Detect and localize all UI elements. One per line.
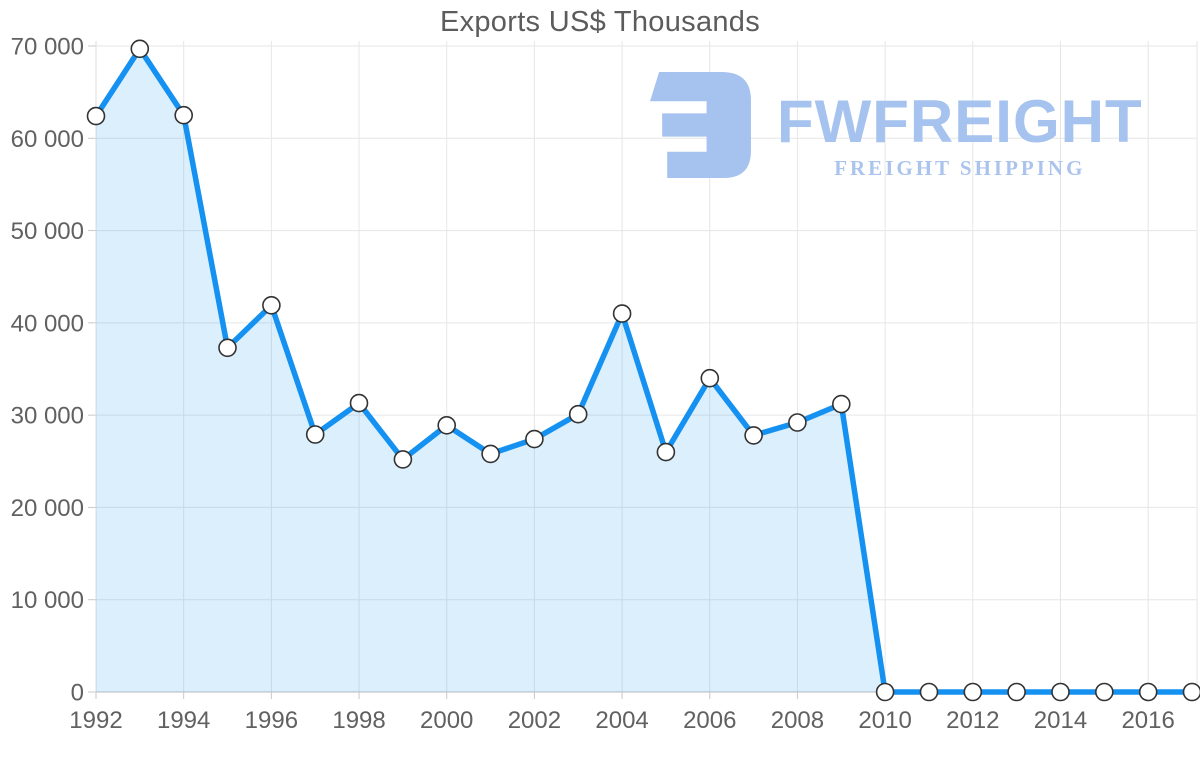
data-point-1996 [262, 295, 281, 315]
data-point-1992 [86, 106, 106, 126]
data-point-2004 [612, 304, 632, 323]
series-area-fill [96, 48, 1192, 693]
data-point-1997 [305, 425, 325, 444]
data-point-1998 [349, 393, 369, 413]
data-point-2000 [437, 415, 457, 435]
data-point-2014 [1051, 682, 1070, 702]
data-point-2017 [1182, 682, 1200, 702]
y-axis-label: 30 000 [11, 403, 84, 430]
y-axis-label: 70 000 [11, 34, 84, 61]
data-point-2011 [919, 682, 939, 702]
fwfreight-logo-icon [650, 72, 751, 178]
y-axis-label: 0 [71, 680, 84, 707]
data-point-2013 [1007, 682, 1026, 702]
logo-tagline-text: FREIGHT SHIPPING [834, 156, 1086, 180]
x-axis-label: 2000 [420, 707, 473, 734]
x-axis-label: 2014 [1034, 707, 1087, 734]
data-point-2009 [831, 394, 851, 414]
data-point-1993 [130, 39, 150, 59]
data-point-1995 [218, 338, 237, 358]
data-point-2016 [1138, 682, 1158, 702]
y-axis-label: 50 000 [11, 218, 84, 245]
data-point-1994 [174, 105, 193, 125]
data-point-2006 [700, 368, 720, 388]
x-axis-label: 2010 [858, 707, 911, 734]
x-axis-label: 2008 [771, 707, 824, 734]
logo-text-block: FWFREIGHT FREIGHT SHIPPING [777, 70, 1143, 181]
data-point-2003 [568, 404, 588, 424]
data-point-2008 [788, 413, 807, 432]
logo-brand-text: FWFREIGHT [777, 88, 1143, 155]
x-axis-label: 2016 [1121, 707, 1174, 734]
y-axis-label: 20 000 [11, 495, 84, 522]
data-point-2007 [744, 426, 763, 445]
data-point-2010 [875, 682, 895, 702]
x-axis-label: 1996 [245, 707, 298, 734]
fwfreight-watermark: FWFREIGHT FREIGHT SHIPPING [647, 70, 1143, 181]
data-point-2002 [525, 429, 544, 449]
chart-title: Exports US$ Thousands [439, 6, 761, 38]
data-point-2015 [1095, 682, 1114, 702]
data-point-2012 [963, 682, 983, 702]
data-point-2005 [656, 442, 676, 462]
x-axis-label: 1992 [69, 707, 122, 734]
x-axis-label: 2002 [508, 707, 561, 734]
y-axis-label: 40 000 [11, 310, 84, 337]
x-axis-label: 1994 [157, 707, 210, 734]
logo-glyph [650, 72, 751, 178]
x-axis-label: 2012 [946, 707, 999, 734]
x-axis-label: 2006 [683, 707, 736, 734]
x-axis-label: 2004 [595, 707, 648, 734]
data-point-2001 [481, 444, 500, 464]
data-point-1999 [393, 450, 413, 469]
y-axis-label: 60 000 [11, 126, 84, 153]
x-axis-label: 1998 [332, 707, 385, 734]
y-axis-label: 10 000 [11, 587, 84, 614]
